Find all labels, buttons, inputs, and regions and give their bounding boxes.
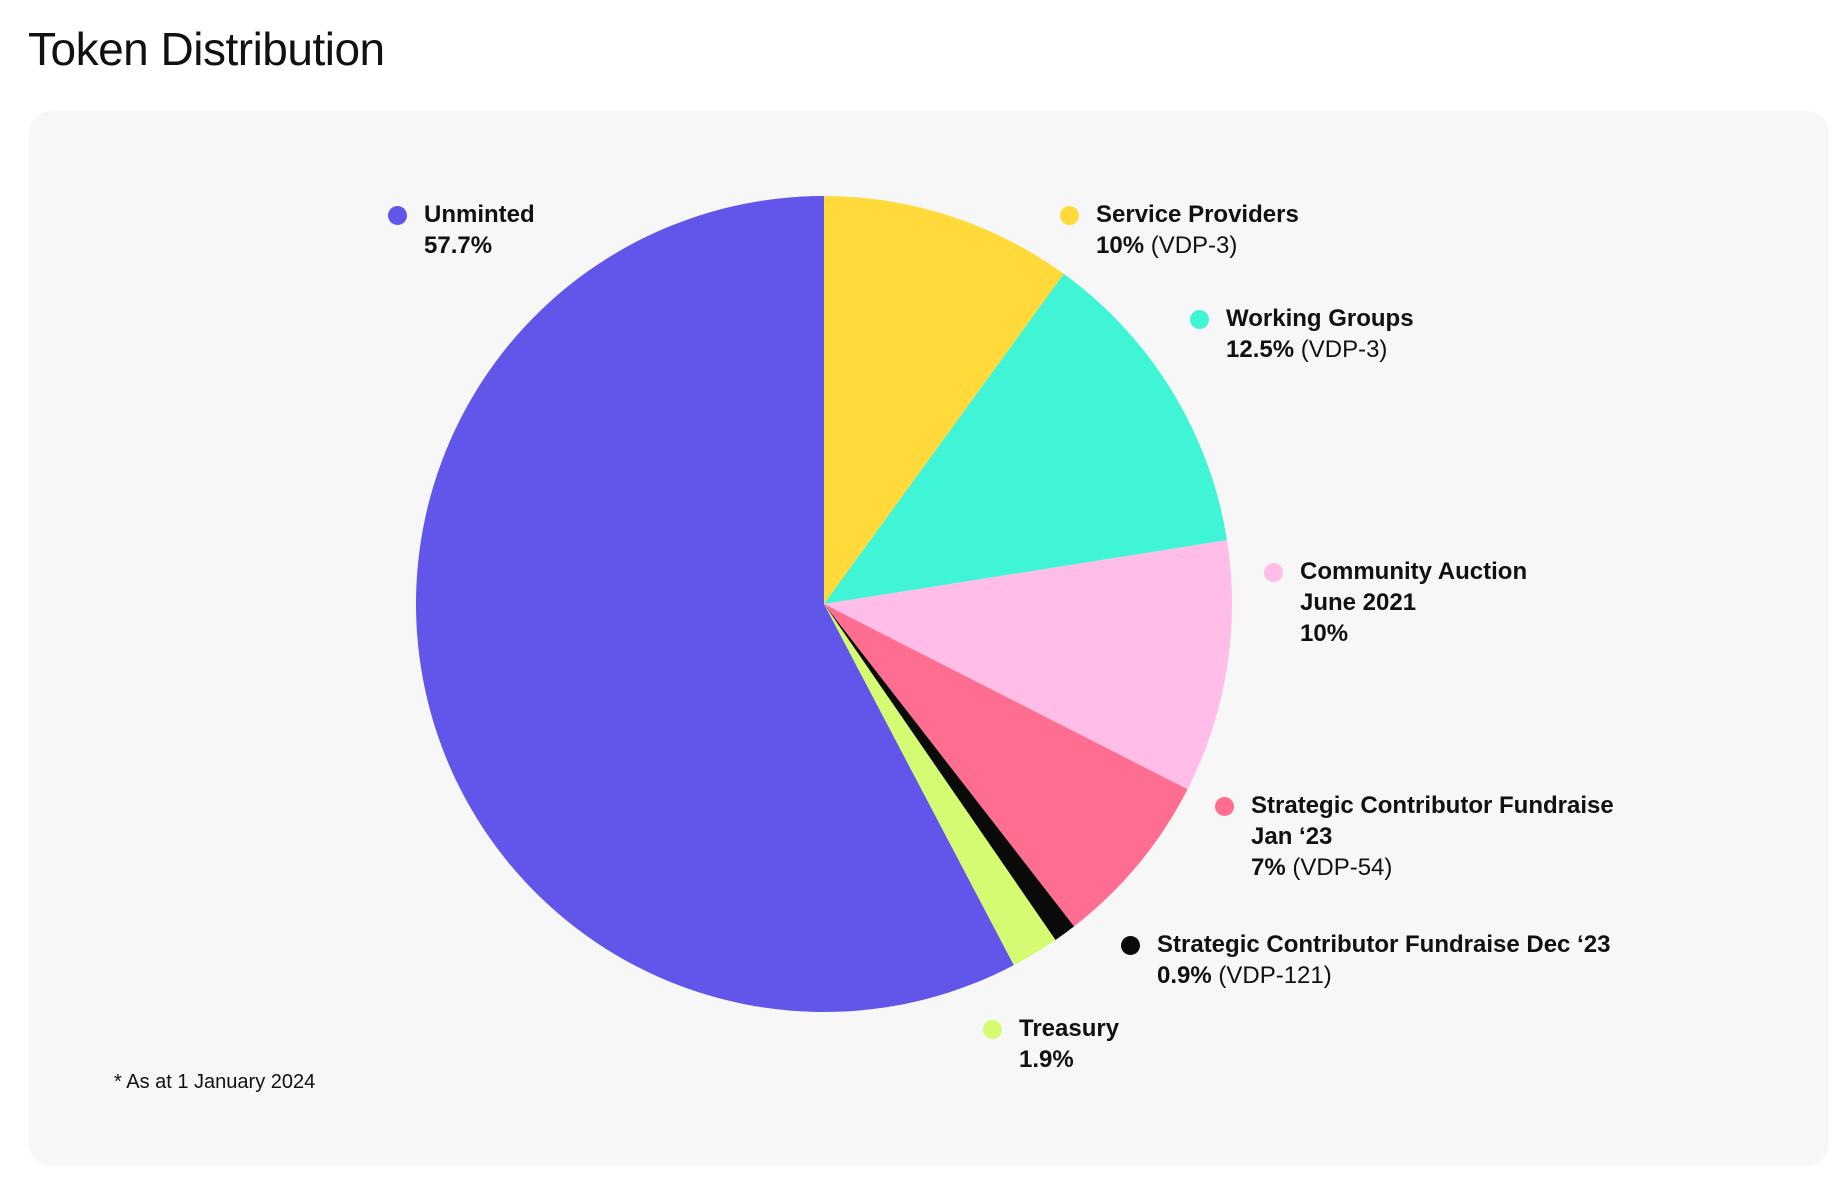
legend-value-treasury: 1.9% <box>1019 1046 1074 1073</box>
legend-label-strategic-dec-23: Strategic Contributor Fundraise Dec ‘23 <box>1157 931 1611 958</box>
legend-item-strategic-jan-23: Strategic Contributor Fundraise Jan ‘23 … <box>1215 790 1614 883</box>
legend-label-treasury: Treasury <box>1019 1015 1120 1042</box>
legend-ref-working-groups: (VDP-3) <box>1300 336 1388 363</box>
pie-slice-strategic-contributor-fundraise-jan-23 <box>824 604 1188 927</box>
pie-slice-working-groups <box>824 273 1227 604</box>
legend-dot-treasury <box>983 1020 1002 1039</box>
chart-card: Unminted 57.7% Service Providers 10% (VD… <box>29 111 1829 1166</box>
pie-slice-strategic-contributor-fundraise-dec-23 <box>824 604 1075 940</box>
legend-label-community-auction-line1: Community Auction <box>1300 558 1528 585</box>
legend-value-working-groups: 12.5% <box>1226 336 1295 363</box>
legend-item-strategic-dec-23: Strategic Contributor Fundraise Dec ‘23 … <box>1121 929 1610 991</box>
legend-dot-strategic-jan-23 <box>1215 797 1234 816</box>
legend-label-unminted: Unminted <box>424 201 535 228</box>
legend-dot-strategic-dec-23 <box>1121 936 1140 955</box>
legend-value-strategic-jan-23: 7% <box>1251 854 1286 881</box>
page-title: Token Distribution <box>28 23 385 75</box>
legend-value-strategic-dec-23: 0.9% <box>1157 962 1212 989</box>
footnote: * As at 1 January 2024 <box>114 1071 316 1093</box>
legend-dot-unminted <box>388 206 407 225</box>
legend-label-community-auction-line2: June 2021 <box>1300 589 1417 616</box>
legend-item-working-groups: Working Groups 12.5% (VDP-3) <box>1190 303 1414 365</box>
legend-ref-strategic-dec-23: (VDP-121) <box>1218 962 1332 989</box>
legend-label-strategic-jan-23-line2: Jan ‘23 <box>1251 823 1333 850</box>
pie-chart <box>415 195 1233 1012</box>
legend-value-community-auction: 10% <box>1300 620 1349 647</box>
legend-dot-working-groups <box>1190 310 1209 329</box>
legend-label-strategic-jan-23-line1: Strategic Contributor Fundraise <box>1251 792 1614 819</box>
pie-slice-service-providers <box>824 196 1064 604</box>
legend-label-working-groups: Working Groups <box>1226 305 1414 332</box>
legend-item-community-auction: Community Auction June 2021 10% <box>1264 556 1527 649</box>
legend-ref-service-providers: (VDP-3) <box>1150 232 1238 259</box>
legend-value-service-providers: 10% <box>1096 232 1145 259</box>
legend-ref-strategic-jan-23: (VDP-54) <box>1292 854 1393 881</box>
legend-item-treasury: Treasury 1.9% <box>983 1013 1119 1075</box>
pie-slice-treasury <box>824 604 1056 966</box>
legend-dot-service-providers <box>1060 206 1079 225</box>
legend-item-service-providers: Service Providers 10% (VDP-3) <box>1060 199 1299 261</box>
pie-slice-community-auction-june-2021 <box>824 540 1233 790</box>
legend-item-unminted: Unminted 57.7% <box>388 199 535 261</box>
pie-slice-unminted <box>415 195 1014 1012</box>
legend-dot-community-auction <box>1264 563 1283 582</box>
legend-label-service-providers: Service Providers <box>1096 201 1299 228</box>
legend-value-unminted: 57.7% <box>424 232 493 259</box>
